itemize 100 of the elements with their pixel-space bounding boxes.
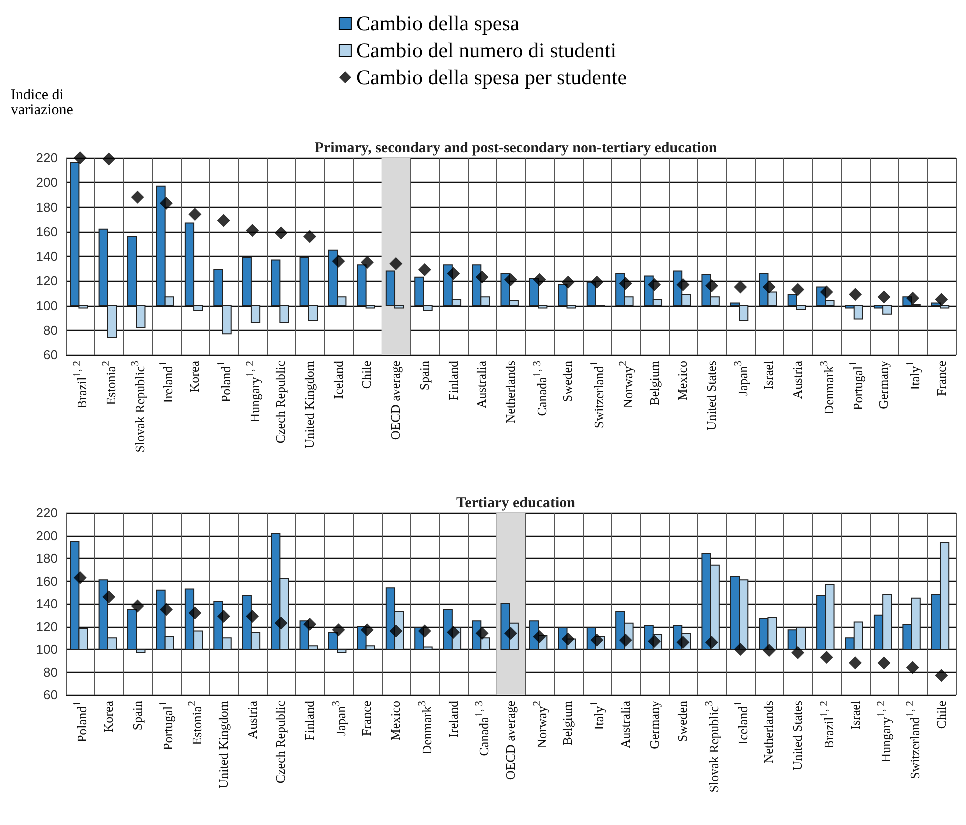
point — [792, 283, 805, 296]
y-tick-label: 80 — [44, 322, 58, 338]
x-tick-label: Czech Republic — [272, 701, 290, 784]
point — [390, 257, 403, 270]
x-tick-label: Korea — [100, 701, 118, 733]
point — [619, 634, 632, 647]
point — [304, 618, 317, 631]
point — [131, 190, 144, 204]
x-tick-label: Austria — [244, 701, 261, 740]
y-axis-title: Indice di variazione — [11, 88, 74, 118]
x-tick-label: Chile — [932, 701, 950, 730]
point — [849, 656, 862, 670]
x-tick-label: OECD average — [387, 361, 404, 440]
x-tick-label: United States — [702, 361, 720, 431]
x-tick-label: Spain — [128, 701, 146, 731]
point — [418, 624, 432, 638]
point — [160, 197, 173, 210]
point — [533, 273, 546, 286]
point — [935, 293, 948, 306]
x-tick-label: Ireland — [444, 701, 462, 738]
y-tick-label: 120 — [36, 274, 58, 289]
point — [533, 630, 546, 644]
y-tick-label: 60 — [44, 348, 58, 362]
y-tick-label: 120 — [36, 619, 58, 634]
point — [360, 256, 374, 270]
point — [74, 152, 87, 164]
point — [906, 661, 920, 674]
x-tick-label: Netherlands — [502, 361, 519, 424]
point — [705, 636, 718, 650]
x-tick-label: Mexico — [674, 361, 692, 401]
point — [562, 632, 575, 646]
y-tick-label: 180 — [36, 551, 58, 566]
point — [504, 627, 518, 640]
x-tick-label: Belgium — [646, 361, 663, 406]
chart-title: Tertiary education — [456, 496, 576, 512]
point — [820, 650, 834, 664]
x-tick-label: Finland — [301, 701, 318, 741]
point — [304, 230, 317, 244]
x-tick-label: Israel — [846, 701, 864, 730]
x-tick-label: United Kingdom — [301, 361, 318, 449]
point — [131, 600, 144, 613]
y-tick-label: 220 — [36, 150, 58, 166]
point — [246, 224, 260, 238]
legend-label: Cambio della spesa per studente — [356, 66, 628, 90]
point — [160, 603, 173, 616]
point — [762, 280, 776, 294]
point — [360, 624, 374, 637]
y-tick-label: 140 — [36, 596, 58, 612]
y-tick-label: 180 — [36, 200, 58, 215]
point — [792, 646, 805, 660]
y-tick-label: 100 — [36, 642, 58, 657]
point — [648, 278, 662, 292]
point — [504, 273, 518, 286]
point — [619, 277, 632, 290]
point — [274, 616, 288, 630]
point — [734, 280, 748, 294]
y-tick-label: 60 — [44, 688, 58, 702]
x-tick-label: Czech Republic — [272, 361, 290, 444]
point — [74, 571, 87, 584]
x-tick-label: Korea — [186, 361, 204, 393]
point — [676, 278, 690, 292]
point — [734, 643, 748, 656]
legend-label: Cambio della spesa — [356, 12, 520, 36]
point — [447, 626, 460, 639]
point — [418, 264, 432, 277]
point — [562, 276, 575, 289]
x-tick-label: Spain — [416, 361, 433, 391]
y-tick-label: 100 — [36, 298, 58, 314]
x-tick-label: Belgium — [559, 701, 576, 746]
x-tick-label: Sweden — [559, 361, 576, 402]
y-tick-label: 200 — [36, 175, 58, 190]
x-tick-label: Australia — [473, 361, 490, 409]
point — [820, 286, 834, 299]
y-tick-label: 220 — [36, 506, 58, 520]
y-tick-label: 140 — [36, 249, 58, 264]
chart-title: Primary, secondary and post-secondary non-tertiary education — [314, 140, 718, 156]
y-tick-label: 200 — [36, 528, 58, 544]
point — [476, 627, 489, 640]
point — [878, 656, 891, 670]
x-tick-label: France — [932, 361, 950, 396]
point — [332, 254, 346, 268]
point — [849, 288, 862, 302]
legend-label: Cambio del numero di studenti — [356, 38, 617, 62]
point — [246, 610, 260, 624]
x-tick-label: Chile — [358, 361, 376, 390]
point — [648, 635, 662, 648]
x-tick-label: United States — [789, 701, 806, 771]
point — [390, 624, 403, 638]
x-tick-label: Netherlands — [760, 701, 778, 764]
x-tick-label: Austria — [789, 361, 806, 400]
x-tick-label: Sweden — [674, 701, 692, 742]
y-tick-label: 160 — [36, 224, 58, 240]
point — [217, 214, 230, 228]
x-tick-label: Mexico — [387, 701, 404, 741]
point — [676, 636, 690, 650]
x-tick-label: Israel — [760, 361, 778, 390]
y-tick-label: 160 — [36, 574, 58, 589]
point — [476, 270, 489, 284]
x-tick-label: Germany — [875, 361, 892, 410]
x-tick-label: United Kingdom — [214, 701, 232, 789]
